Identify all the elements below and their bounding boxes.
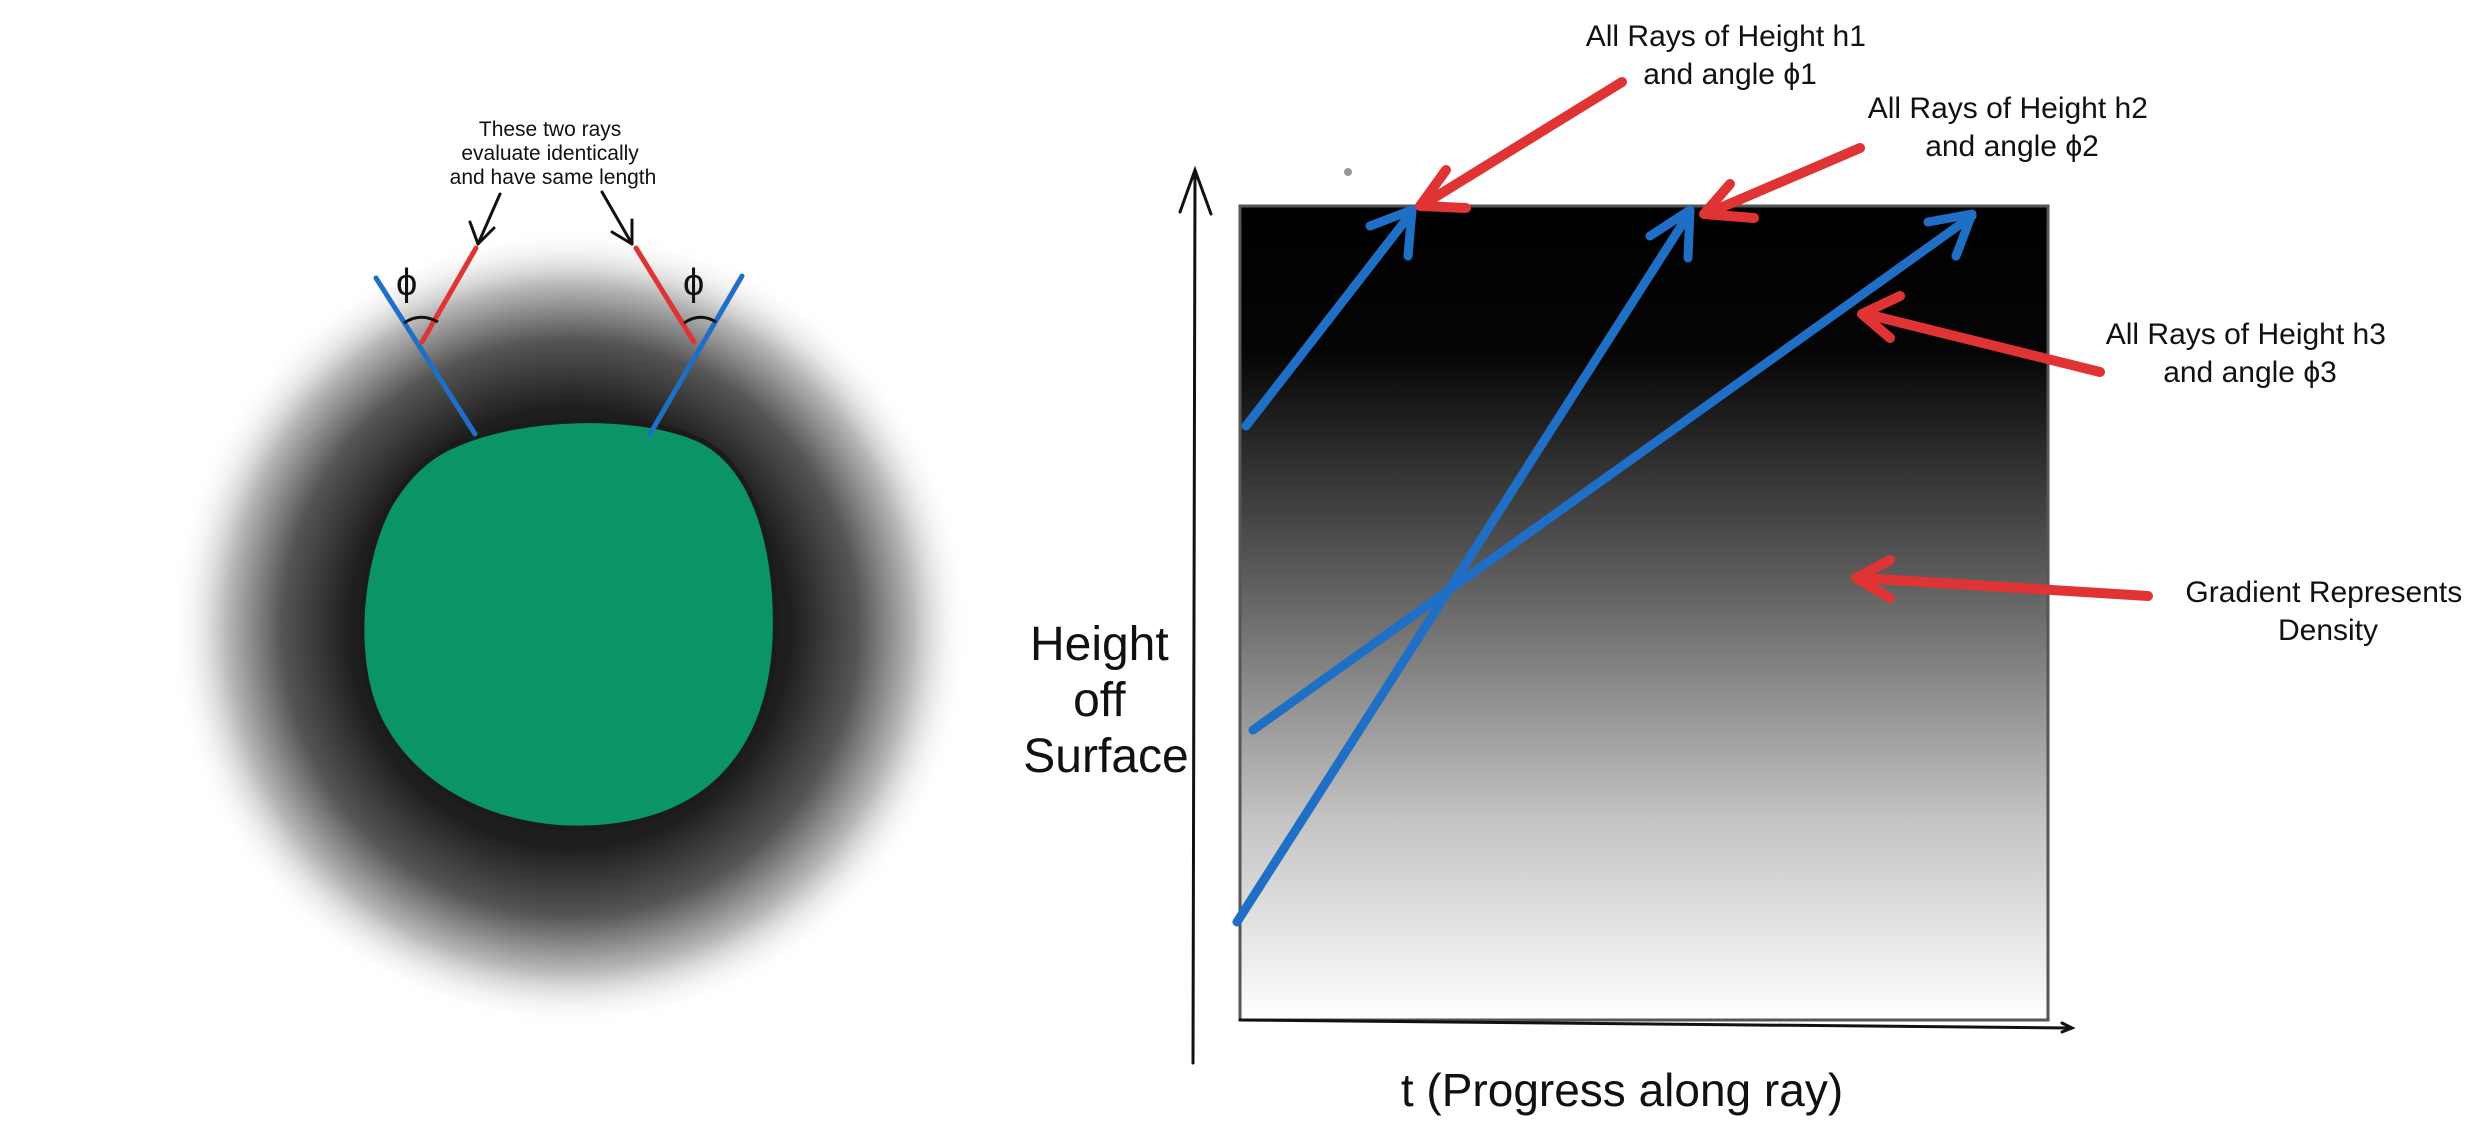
y-axis-label: Height off Surface [1023, 618, 1188, 783]
red-arrow-h1 [1415, 77, 1627, 213]
y-axis [1178, 165, 1213, 1065]
blue-ray-h2 [1232, 205, 1695, 927]
density-gradient-box [1238, 204, 2050, 1022]
left-red-ray [419, 245, 479, 345]
red-arrow-gradient [1851, 555, 2153, 603]
density-plot: All Rays of Height h1 and angle ϕ1 All R… [1023, 20, 2470, 1116]
x-axis-label: t (Progress along ray) [1401, 1064, 1843, 1116]
label-gradient: Gradient Represents Density [2185, 576, 2470, 647]
callout-arrow-right-icon [600, 190, 634, 246]
planet-diagram: ϕ ϕ These two rays evaluate identically … [170, 118, 970, 1040]
left-phi-label: ϕ [396, 262, 417, 304]
label-rays-h2: All Rays of Height h2 and angle ϕ2 [1868, 92, 2156, 163]
left-blue-ray [373, 275, 478, 437]
x-axis [1238, 1018, 2076, 1034]
callout-line-2: evaluate identically [461, 142, 639, 165]
callout-text: These two rays evaluate identically and … [450, 118, 657, 189]
right-angle-arc-icon [683, 315, 717, 325]
red-arrow-h2 [1699, 143, 1865, 223]
left-angle-arc-icon [403, 315, 439, 325]
red-arrow-h3 [1857, 291, 2105, 377]
stray-dot [1344, 168, 1352, 176]
callout-line-1: These two rays [479, 118, 621, 141]
blue-ray-h3 [1248, 209, 1977, 735]
label-rays-h3: All Rays of Height h3 and angle ϕ3 [2106, 318, 2394, 389]
callout-line-3: and have same length [450, 166, 657, 189]
planet [359, 418, 778, 831]
label-rays-h1: All Rays of Height h1 and angle ϕ1 [1586, 20, 1874, 91]
right-blue-ray [647, 273, 745, 437]
right-red-ray [633, 245, 697, 345]
callout-arrow-left-icon [468, 192, 502, 246]
blue-ray-h1 [1241, 205, 1417, 431]
right-phi-label: ϕ [683, 262, 704, 304]
